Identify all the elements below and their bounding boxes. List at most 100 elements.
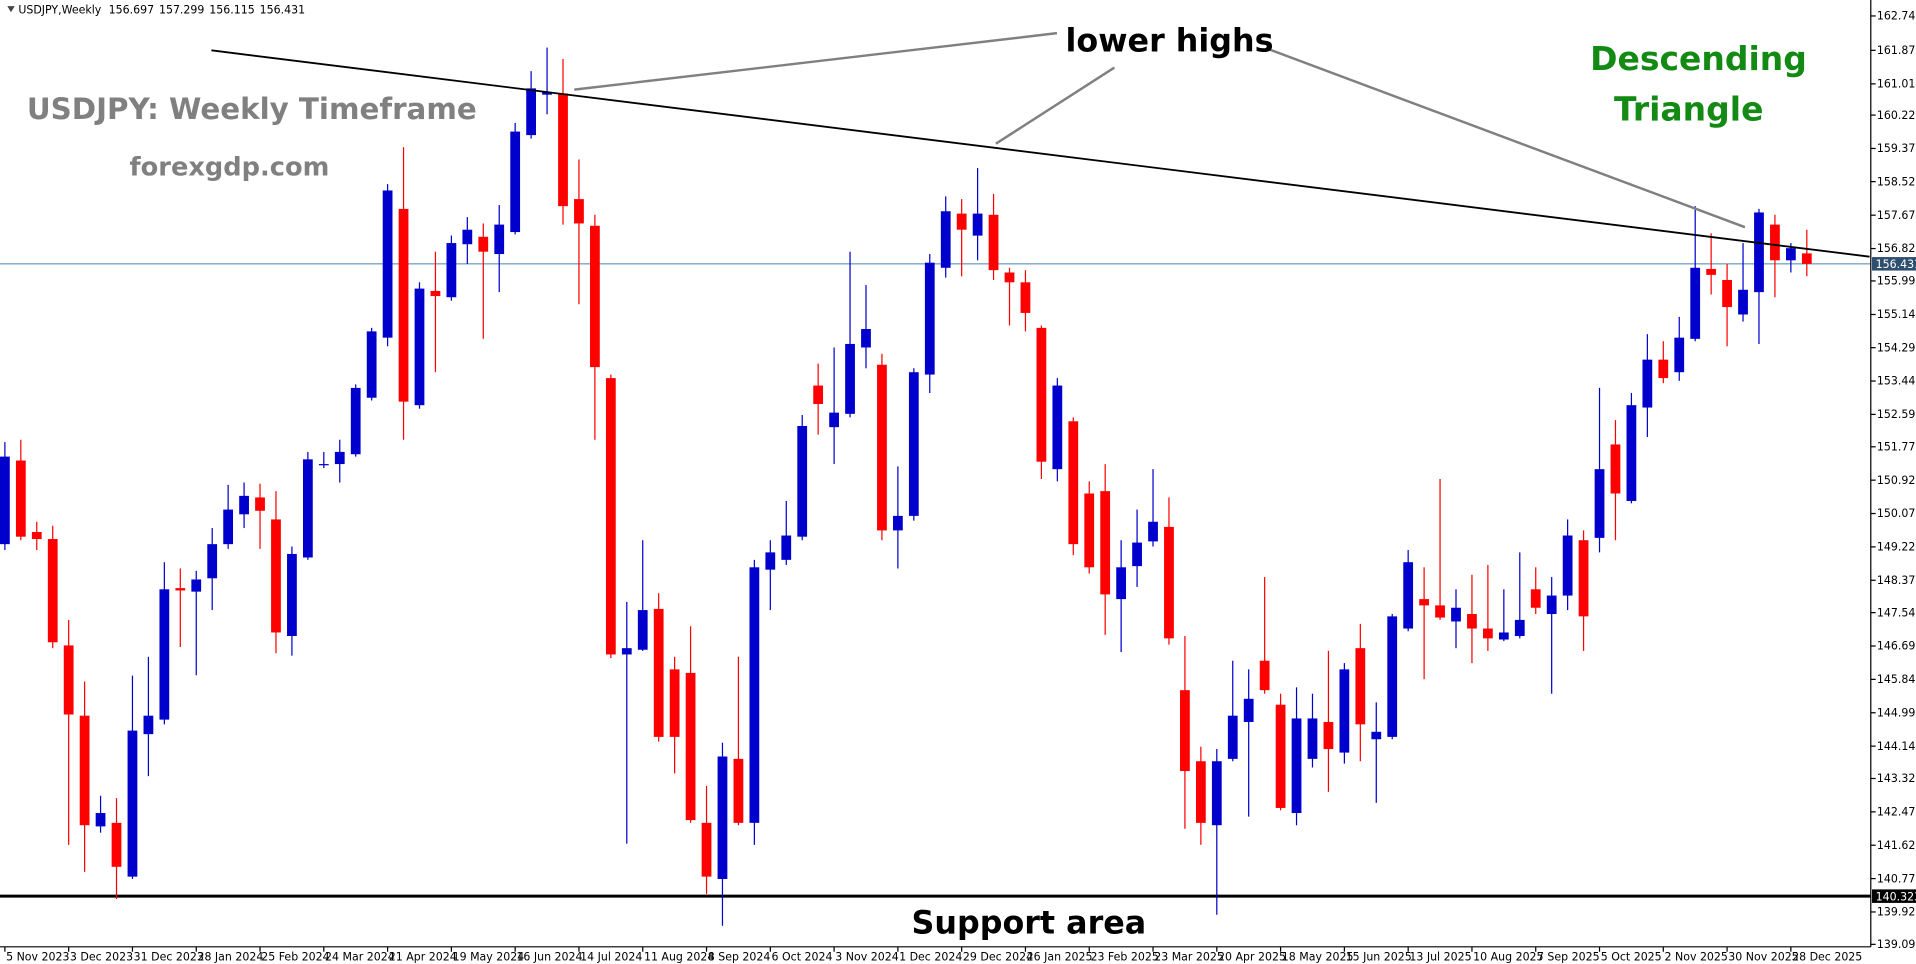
candle-body bbox=[302, 459, 313, 558]
candle-body bbox=[1004, 272, 1015, 283]
y-tick-label: 140.770 bbox=[1877, 872, 1916, 885]
header-low: 156.115 bbox=[209, 3, 254, 16]
candle-body bbox=[1387, 616, 1398, 737]
candle-body bbox=[1020, 282, 1031, 313]
candle-body bbox=[1626, 405, 1637, 501]
candle-body bbox=[1514, 619, 1525, 637]
candle-body bbox=[908, 372, 919, 516]
candle-body bbox=[669, 669, 680, 737]
candle-body bbox=[1801, 253, 1812, 264]
header-close: 156.431 bbox=[260, 3, 305, 16]
y-tick-label: 151.770 bbox=[1877, 440, 1916, 453]
candle-body bbox=[924, 262, 935, 375]
candle-body bbox=[1690, 267, 1701, 339]
candle-body bbox=[1770, 224, 1780, 261]
candle-body bbox=[845, 343, 855, 414]
x-tick-label: 11 Aug 2024 bbox=[644, 950, 714, 963]
header: USDJPY,Weekly 156.697 157.299 156.115 156.43… bbox=[18, 3, 305, 16]
candle-body bbox=[175, 588, 186, 591]
current-price-tag bbox=[1872, 257, 1916, 271]
candle-body bbox=[861, 329, 871, 348]
chart-title: USDJPY: Weekly Timeframe bbox=[27, 92, 477, 126]
y-tick-label: 161.015 bbox=[1877, 78, 1916, 91]
candle-body bbox=[334, 451, 345, 465]
y-tick-label: 147.545 bbox=[1877, 606, 1916, 619]
candle-body bbox=[207, 544, 218, 579]
candle-body bbox=[95, 813, 106, 827]
candle-body bbox=[271, 519, 281, 633]
candle-body bbox=[542, 91, 552, 95]
candle-body bbox=[1148, 521, 1158, 542]
candle-body bbox=[829, 412, 839, 428]
x-tick-label: 29 Dec 2024 bbox=[963, 950, 1033, 963]
candle-body bbox=[813, 385, 824, 405]
candle-body bbox=[1467, 614, 1477, 629]
x-tick-label: 28 Dec 2025 bbox=[1792, 950, 1862, 963]
pattern-label: Triangle bbox=[1614, 89, 1763, 128]
y-tick-label: 146.695 bbox=[1877, 640, 1916, 653]
candle-body bbox=[637, 610, 648, 650]
axes: 162.745 161.870 161.015 160.220 159.370 158.5… bbox=[4, 10, 1916, 963]
candle-body bbox=[781, 535, 792, 560]
candle-body bbox=[1546, 595, 1557, 615]
x-tick-label: 3 Nov 2024 bbox=[835, 950, 898, 963]
candle-body bbox=[1483, 628, 1493, 639]
x-tick-label: 26 Jan 2025 bbox=[1027, 950, 1093, 963]
candle-body bbox=[63, 645, 74, 715]
candle-body bbox=[1243, 698, 1254, 722]
candle-body bbox=[605, 378, 616, 655]
candle-body bbox=[1323, 721, 1334, 750]
candle-body bbox=[558, 93, 568, 207]
candle-body bbox=[510, 131, 521, 233]
header-open: 156.697 bbox=[109, 3, 154, 16]
header-icon bbox=[7, 6, 15, 13]
y-tick-label: 153.445 bbox=[1877, 375, 1916, 388]
x-tick-label: 18 May 2025 bbox=[1282, 950, 1354, 963]
candle-body bbox=[717, 756, 728, 879]
candle-body bbox=[1738, 289, 1748, 315]
y-tick-label: 139.095 bbox=[1877, 938, 1916, 951]
candle-body bbox=[478, 236, 489, 252]
y-tick-label: 160.220 bbox=[1877, 109, 1916, 122]
candle-body bbox=[127, 730, 138, 877]
candle-body bbox=[1642, 359, 1653, 408]
candle-body bbox=[1036, 327, 1047, 462]
candle-body bbox=[414, 288, 425, 406]
x-tick-label: 13 Jul 2025 bbox=[1409, 950, 1471, 963]
candle-body bbox=[621, 648, 632, 655]
x-tick-label: 5 Oct 2025 bbox=[1601, 950, 1662, 963]
y-tick-label: 155.995 bbox=[1877, 275, 1916, 288]
x-tick-label: 16 Jun 2024 bbox=[516, 950, 582, 963]
candle-body bbox=[287, 553, 297, 637]
candle-body bbox=[494, 224, 505, 255]
candle-body bbox=[1132, 542, 1142, 567]
pointer-line bbox=[1267, 47, 1746, 229]
y-tick-label: 145.845 bbox=[1877, 673, 1916, 686]
candle-body bbox=[191, 579, 202, 592]
x-tick-label: 31 Dec 2023 bbox=[134, 950, 204, 963]
candle-body bbox=[1658, 359, 1669, 379]
candle-body bbox=[1195, 761, 1206, 823]
candle-body bbox=[526, 88, 537, 136]
y-tick-label: 139.920 bbox=[1877, 906, 1916, 919]
candle-body bbox=[1562, 535, 1573, 596]
plot-layer bbox=[0, 263, 1871, 898]
candle-body bbox=[653, 608, 664, 737]
x-tick-label: 15 Jun 2025 bbox=[1346, 950, 1412, 963]
x-tick-label: 5 Nov 2023 bbox=[6, 950, 69, 963]
x-tick-label: 2 Nov 2025 bbox=[1665, 950, 1728, 963]
annotation: lower highs bbox=[1066, 22, 1274, 60]
candle-body bbox=[1259, 660, 1270, 691]
y-tick-label: 162.745 bbox=[1877, 10, 1916, 23]
trend-line bbox=[211, 49, 1870, 258]
header-high: 157.299 bbox=[159, 3, 204, 16]
candles bbox=[0, 47, 1812, 926]
x-tick-label: 19 May 2024 bbox=[453, 950, 525, 963]
x-tick-label: 25 Feb 2024 bbox=[261, 950, 329, 963]
x-tick-label: 20 Apr 2025 bbox=[1218, 950, 1286, 963]
candle-body bbox=[988, 214, 999, 271]
y-tick-label: 150.070 bbox=[1877, 507, 1916, 520]
candle-body bbox=[1785, 248, 1796, 261]
candle-body bbox=[1610, 444, 1621, 494]
support-label: Support area bbox=[912, 903, 1147, 941]
